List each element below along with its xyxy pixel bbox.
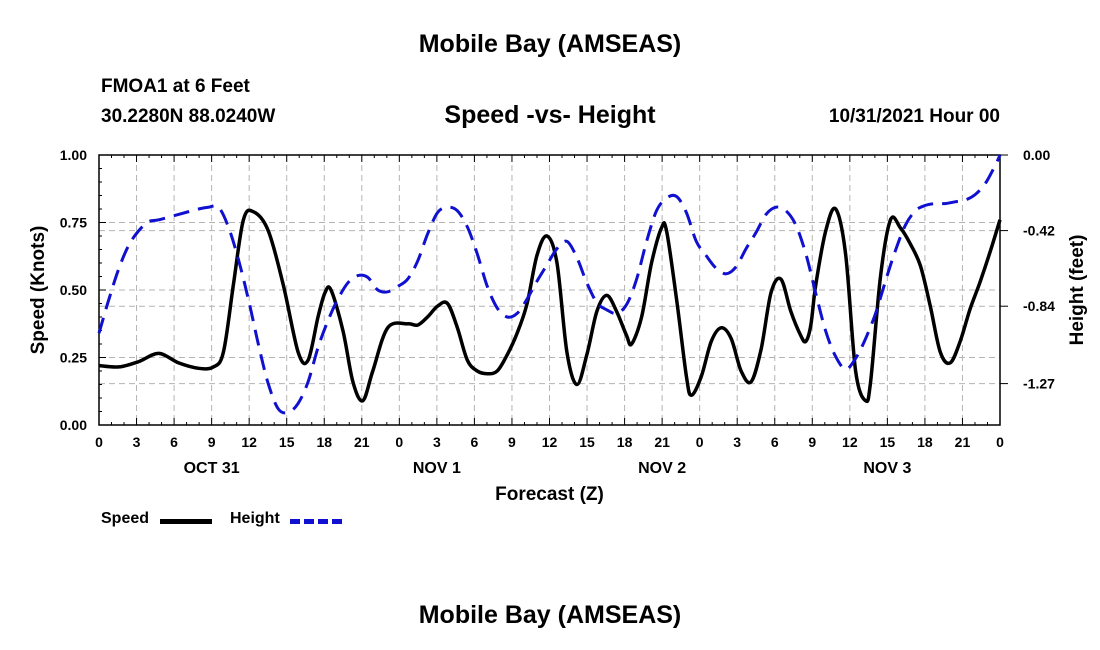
legend-height-label: Height <box>230 510 280 527</box>
y-tick-label: 0.00 <box>60 417 87 433</box>
station-label: FMOA1 at 6 Feet <box>101 76 250 97</box>
y-tick-label: 1.00 <box>60 147 87 163</box>
x-tick-label: 15 <box>880 434 896 450</box>
y-right-tick-label: -1.27 <box>1023 376 1055 392</box>
x-tick-label: 6 <box>771 434 779 450</box>
coordinates-label: 30.2280N 88.0240W <box>101 106 276 127</box>
day-label: OCT 31 <box>184 460 240 477</box>
x-tick-label: 0 <box>996 434 1004 450</box>
y-right-tick-label: 0.00 <box>1023 147 1050 163</box>
x-axis-label: Forecast (Z) <box>495 484 604 505</box>
y-tick-label: 0.50 <box>60 282 87 298</box>
forecast-datetime: 10/31/2021 Hour 00 <box>828 106 1000 127</box>
page-title: Mobile Bay (AMSEAS) <box>418 30 682 58</box>
x-tick-label: 12 <box>842 434 858 450</box>
x-tick-label: 6 <box>471 434 479 450</box>
x-tick-label: 21 <box>955 434 971 450</box>
day-label: NOV 1 <box>413 460 461 477</box>
y-right-tick-label: -0.84 <box>1023 298 1055 314</box>
legend-speed-swatch <box>160 519 212 524</box>
y-right-tick-label: -0.42 <box>1023 223 1055 239</box>
x-tick-label: 12 <box>542 434 558 450</box>
x-tick-label: 21 <box>654 434 670 450</box>
x-tick-label: 9 <box>208 434 216 450</box>
x-tick-label: 18 <box>617 434 633 450</box>
x-tick-label: 0 <box>95 434 103 450</box>
x-tick-label: 3 <box>433 434 441 450</box>
x-tick-label: 18 <box>917 434 933 450</box>
chart-title: Speed -vs- Height <box>444 101 656 129</box>
day-label: NOV 2 <box>638 460 686 477</box>
footer-title: Mobile Bay (AMSEAS) <box>418 601 682 629</box>
day-label: NOV 3 <box>863 460 911 477</box>
legend-height-swatch <box>290 519 342 524</box>
speed-series-line <box>98 206 1002 404</box>
x-tick-label: 3 <box>733 434 741 450</box>
x-tick-label: 0 <box>696 434 704 450</box>
x-tick-label: 21 <box>354 434 370 450</box>
x-tick-label: 0 <box>395 434 403 450</box>
x-tick-label: 9 <box>508 434 516 450</box>
x-tick-label: 12 <box>241 434 257 450</box>
y-right-axis-label: Height (feet) <box>1067 235 1088 346</box>
y-axis-label: Speed (Knots) <box>28 226 49 355</box>
x-tick-label: 15 <box>279 434 295 450</box>
height-series-line <box>97 154 1002 415</box>
x-tick-label: 18 <box>316 434 332 450</box>
x-tick-label: 15 <box>579 434 595 450</box>
x-tick-label: 9 <box>808 434 816 450</box>
speed-height-chart: 0 3 6 9 12 15 18 21 0 3 6 9 12 15 18 21 0 3 6 9 12 15 18 21 0 OCT… <box>28 147 1088 505</box>
y-tick-label: 0.75 <box>60 215 87 231</box>
y-tick-label: 0.25 <box>60 350 87 366</box>
x-tick-label: 6 <box>170 434 178 450</box>
legend-speed-label: Speed <box>101 510 150 527</box>
x-tick-label: 3 <box>133 434 141 450</box>
